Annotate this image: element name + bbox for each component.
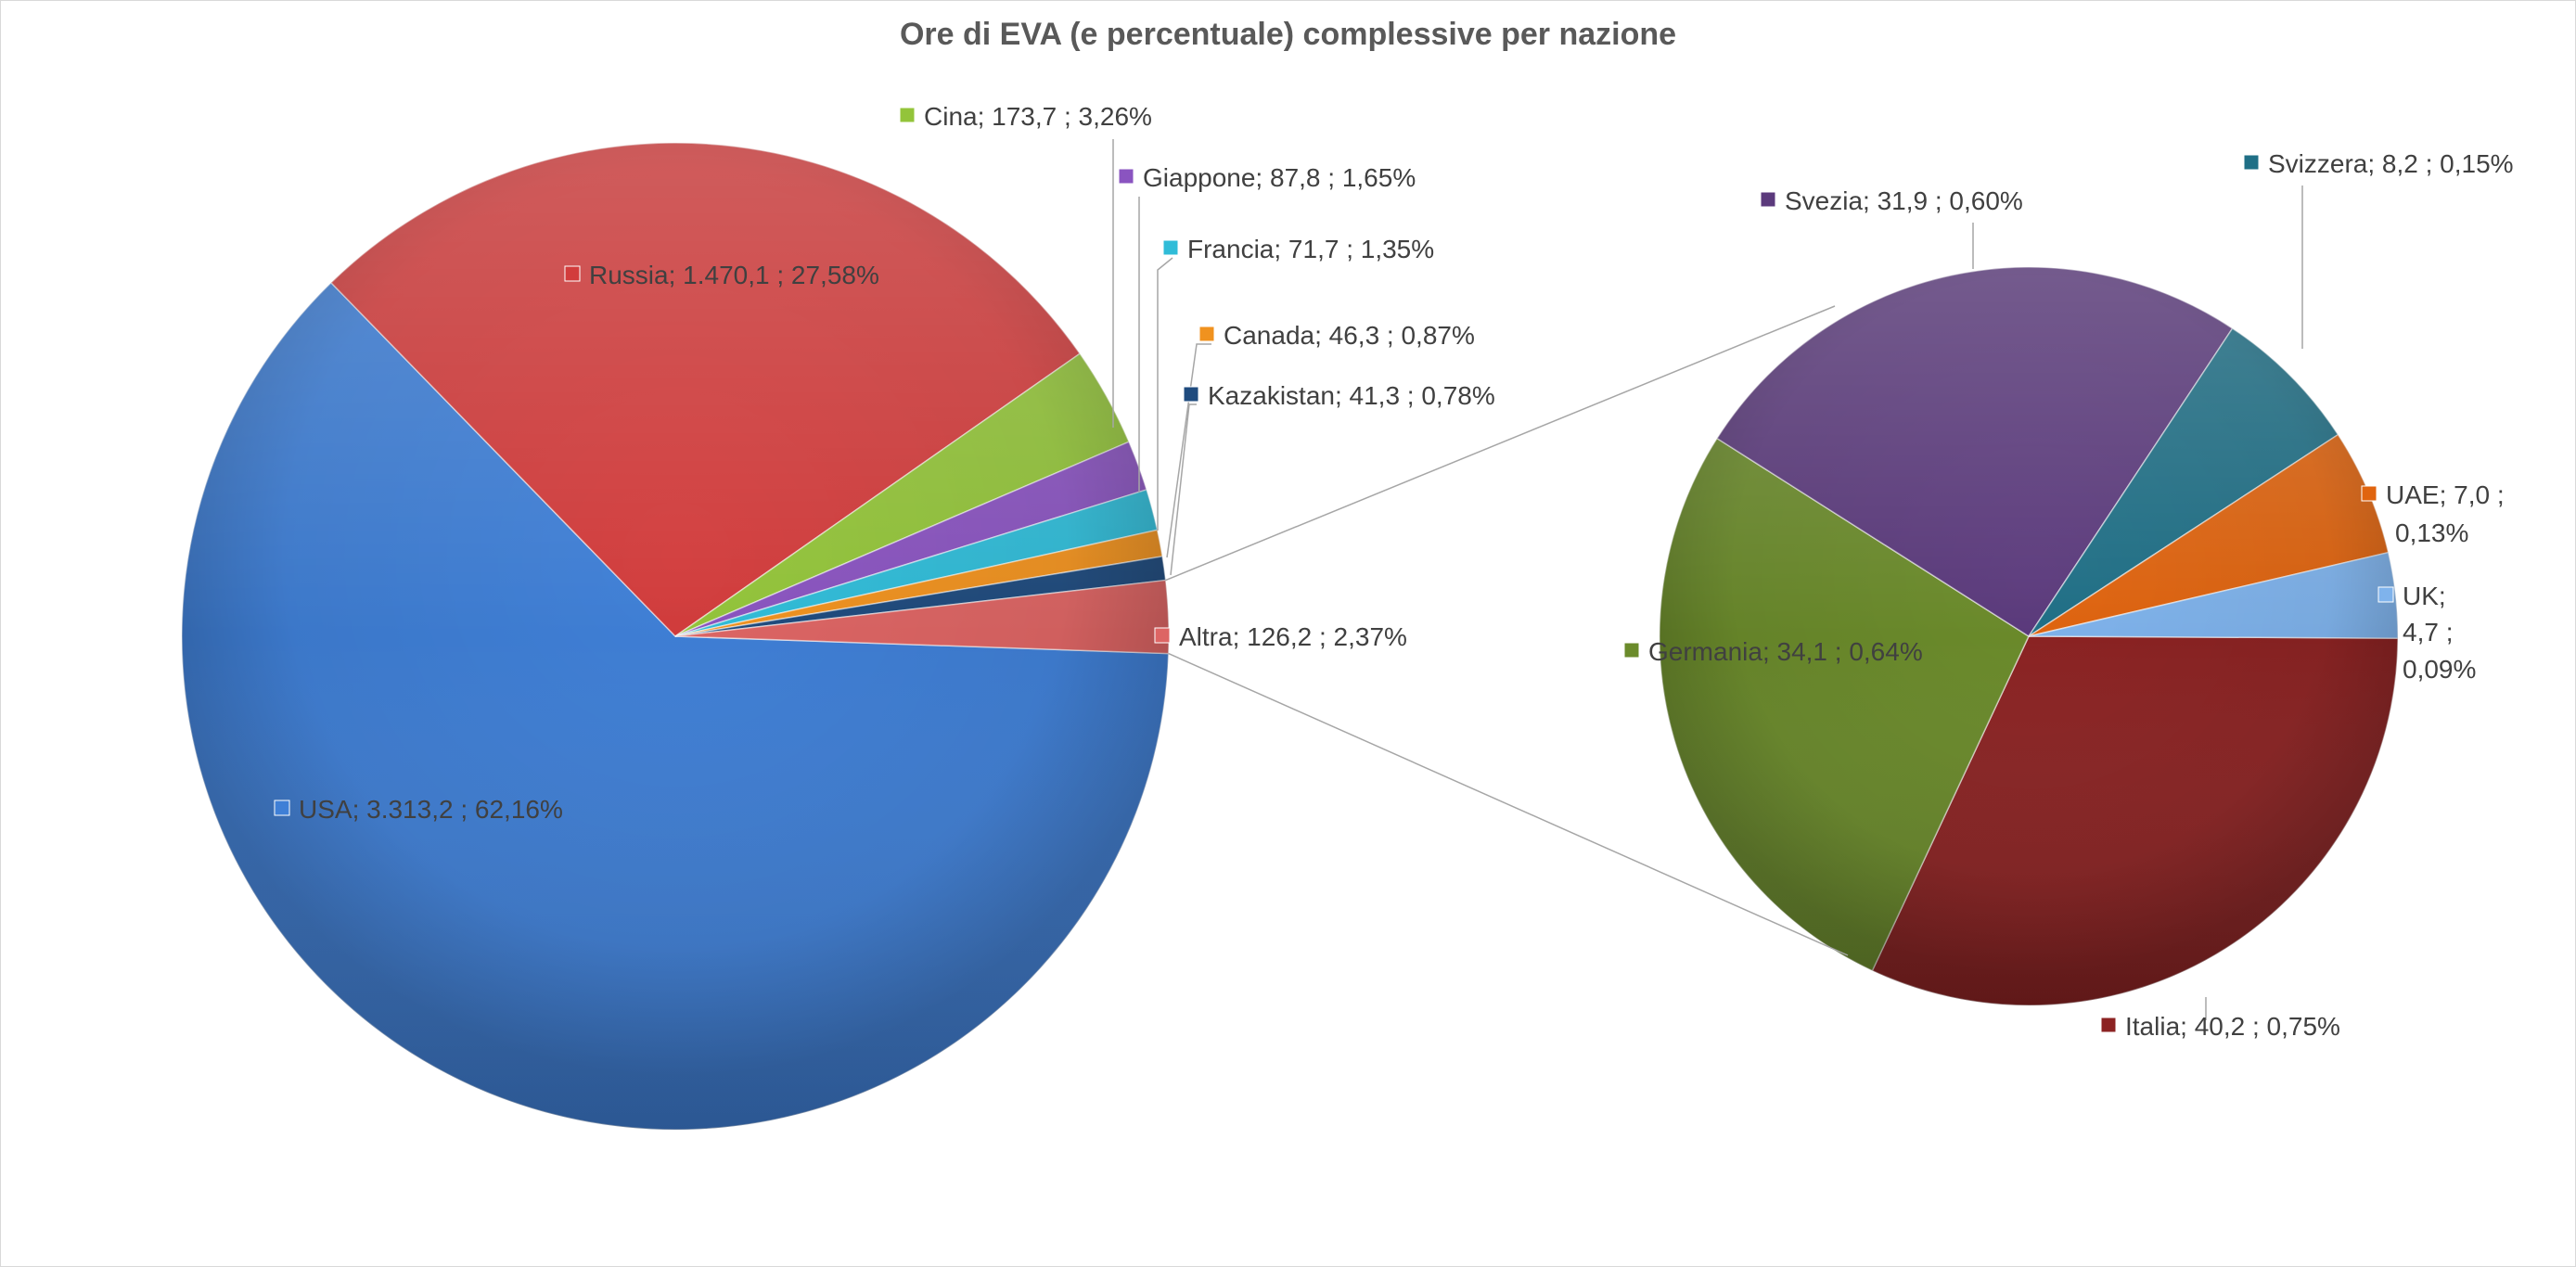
data-label-uk-line-3: 0,09%: [2403, 655, 2476, 684]
data-label-uae-line-1: UAE; 7,0 ;: [2386, 480, 2505, 509]
secondary-pie: [1659, 266, 2399, 1006]
main-pie: [181, 142, 1170, 1131]
leader-line-kazakistan: [1170, 403, 1197, 576]
data-label-cina: Cina; 173,7 ; 3,26%: [924, 102, 1152, 131]
legend-key-russia: [564, 265, 581, 282]
legend-key-svezia: [1760, 191, 1776, 208]
legend-key-cina: [899, 107, 916, 123]
legend-key-kazakistan: [1183, 386, 1199, 403]
data-label-kazakistan: Kazakistan; 41,3 ; 0,78%: [1208, 381, 1495, 410]
data-label-uk-line-2: 4,7 ;: [2403, 618, 2453, 646]
data-label-germania: Germania; 34,1 ; 0,64%: [1648, 637, 1923, 666]
legend-key-italia: [2100, 1017, 2117, 1033]
legend-key-altra: [1154, 627, 1171, 644]
data-label-francia: Francia; 71,7 ; 1,35%: [1187, 235, 1434, 263]
data-label-svezia: Svezia; 31,9 ; 0,60%: [1785, 186, 2023, 215]
legend-key-germania: [1623, 642, 1640, 659]
leader-line-canada: [1166, 343, 1211, 558]
leader-line-francia: [1157, 257, 1173, 531]
data-label-altra: Altra; 126,2 ; 2,37%: [1179, 622, 1407, 651]
data-label-italia: Italia; 40,2 ; 0,75%: [2125, 1012, 2340, 1041]
connector-line-bottom: [1168, 652, 1849, 956]
legend-key-francia: [1162, 239, 1179, 256]
data-label-canada: Canada; 46,3 ; 0,87%: [1224, 321, 1475, 350]
legend-key-uk: [2377, 586, 2394, 603]
legend-key-giappone: [1118, 168, 1134, 185]
legend-key-svizzera: [2243, 154, 2260, 171]
chart-title: Ore di EVA (e percentuale) complessive p…: [899, 17, 1677, 52]
leader-lines: [1112, 139, 2303, 1020]
data-label-svizzera: Svizzera; 8,2 ; 0,15%: [2268, 149, 2514, 178]
legend-key-uae: [2361, 485, 2377, 502]
legend-key-canada: [1198, 326, 1215, 342]
data-labels: USA; 3.313,2 ; 62,16% Russia; 1.470,1 ; 2…: [274, 102, 2514, 1041]
connector-line-top: [1165, 305, 1836, 582]
data-label-uk-line-1: UK;: [2403, 582, 2446, 610]
legend-key-usa: [274, 800, 290, 816]
data-label-uae-line-2: 0,13%: [2395, 518, 2468, 547]
data-label-usa: USA; 3.313,2 ; 62,16%: [299, 795, 563, 824]
data-label-giappone: Giappone; 87,8 ; 1,65%: [1143, 163, 1416, 192]
data-label-russia: Russia; 1.470,1 ; 27,58%: [589, 261, 879, 289]
